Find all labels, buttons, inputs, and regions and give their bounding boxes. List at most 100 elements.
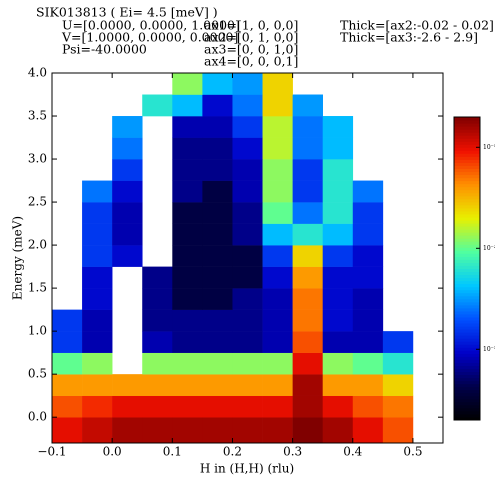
colorbar-swatch	[454, 356, 480, 360]
colorbar-swatch	[454, 159, 480, 163]
heatmap-cell	[232, 288, 263, 310]
header-ax2: ax2=[0, 1, 0,0]	[204, 30, 298, 45]
title: SIK013813 ( Ei= 4.5 [meV] )	[36, 5, 218, 20]
heatmap-cell	[172, 202, 203, 224]
heatmap-cell	[172, 73, 203, 95]
colorbar-swatch	[454, 213, 480, 218]
heatmap-cell	[172, 245, 203, 267]
colorbar-tick-label: 10⁻²	[483, 245, 495, 252]
colorbar-swatch	[454, 120, 480, 124]
heatmap-cell	[232, 180, 263, 203]
heatmap-cell	[142, 331, 173, 353]
x-tick-label: −0.1	[37, 445, 66, 459]
colorbar-swatch	[454, 404, 480, 409]
x-tick-label: 0.4	[343, 445, 362, 459]
colorbar-tick-label: 10⁻³	[483, 346, 495, 353]
colorbar-swatch	[454, 162, 480, 166]
heatmap-cell	[232, 202, 263, 224]
heatmap-cell	[82, 202, 113, 224]
plot-frame	[51, 72, 444, 444]
colorbar-swatch	[454, 335, 480, 339]
heatmap-cell	[202, 331, 233, 353]
heatmap-cell	[202, 116, 233, 138]
heatmap-cell	[172, 309, 203, 332]
colorbar-swatch	[454, 350, 480, 354]
header-thick: Thick=[ax2:-0.02 - 0.02]	[340, 18, 494, 33]
heatmap-cell	[172, 374, 203, 396]
x-tick-label: 0.1	[163, 445, 182, 459]
colorbar-swatch	[454, 301, 480, 306]
heatmap-cell	[142, 288, 173, 310]
heatmap-cell	[262, 352, 293, 375]
colorbar-swatch	[454, 316, 480, 321]
colorbar-swatch	[454, 207, 480, 212]
colorbar-swatch	[454, 168, 480, 173]
colorbar-swatch	[454, 362, 480, 366]
colorbar-swatch	[454, 135, 480, 139]
x-tick-label: 0.5	[403, 445, 422, 459]
colorbar-swatch	[454, 410, 480, 415]
heatmap-cell	[292, 180, 323, 203]
heatmap-cell	[352, 223, 384, 246]
colorbar-swatch	[454, 141, 480, 145]
heatmap-cell	[232, 395, 263, 418]
heatmap-cell	[322, 309, 354, 332]
heatmap-cell	[262, 288, 293, 310]
heatmap-cell	[292, 223, 323, 246]
colorbar-swatch	[454, 413, 480, 418]
colorbar-swatch	[454, 398, 480, 403]
header-u: U=[0.0000, 0.0000, 1.0000]	[62, 18, 240, 33]
heatmap-cell	[112, 417, 143, 444]
heatmap-cell	[232, 309, 263, 332]
x-tick-label: 0.3	[283, 445, 302, 459]
header-ax1: ax1=[1, 0, 0,0]	[204, 18, 298, 33]
heatmap-cell	[382, 417, 414, 444]
colorbar-swatch	[454, 401, 480, 406]
colorbar-swatch	[454, 416, 480, 421]
heatmap-cell	[322, 288, 354, 310]
colorbar-swatch	[454, 407, 480, 412]
heatmap-cell	[202, 395, 233, 418]
colorbar-swatch	[454, 386, 480, 391]
colorbar-frame	[453, 116, 481, 421]
heatmap-cell	[292, 374, 323, 396]
colorbar-swatch	[454, 332, 480, 336]
heatmap-cell	[352, 417, 384, 444]
heatmap-cell	[112, 180, 143, 203]
colorbar-swatch	[454, 226, 480, 230]
colorbar-swatch	[454, 153, 480, 157]
heatmap-cell	[172, 180, 203, 203]
heatmap-cell	[202, 309, 233, 332]
colorbar-swatch	[454, 353, 480, 357]
colorbar-swatch	[454, 341, 480, 345]
heatmap-cell	[172, 395, 203, 418]
colorbar-swatch	[454, 383, 480, 388]
colorbar-swatch	[454, 250, 480, 254]
heatmap-cell	[202, 374, 233, 396]
colorbar-swatch	[454, 117, 480, 121]
colorbar-swatch	[454, 186, 480, 191]
heatmap-cell	[82, 309, 113, 332]
heatmap-cell	[232, 223, 263, 246]
colorbar-swatch	[454, 253, 480, 257]
colorbar-swatch	[454, 204, 480, 209]
heatmap-cell	[82, 288, 113, 310]
x-tick-label: 0.2	[223, 445, 242, 459]
heatmap-cell	[262, 309, 293, 332]
heatmap-cell	[172, 352, 203, 375]
colorbar-swatch	[454, 298, 480, 303]
y-tick-label: 1.0	[28, 324, 47, 338]
heatmap-cell	[172, 223, 203, 246]
heatmap-cell	[202, 223, 233, 246]
heatmap-cell	[322, 374, 354, 396]
heatmap-cell	[262, 395, 293, 418]
heatmap-cell	[382, 352, 414, 375]
y-tick-label: 0.0	[28, 410, 47, 424]
colorbar-tick-label: 10⁻¹	[483, 144, 495, 151]
heatmap-cell	[232, 352, 263, 375]
colorbar-swatch	[454, 280, 480, 285]
y-tick-label: 4.0	[28, 66, 47, 80]
heatmap-cell	[352, 288, 384, 310]
colorbar-swatch	[454, 238, 480, 242]
